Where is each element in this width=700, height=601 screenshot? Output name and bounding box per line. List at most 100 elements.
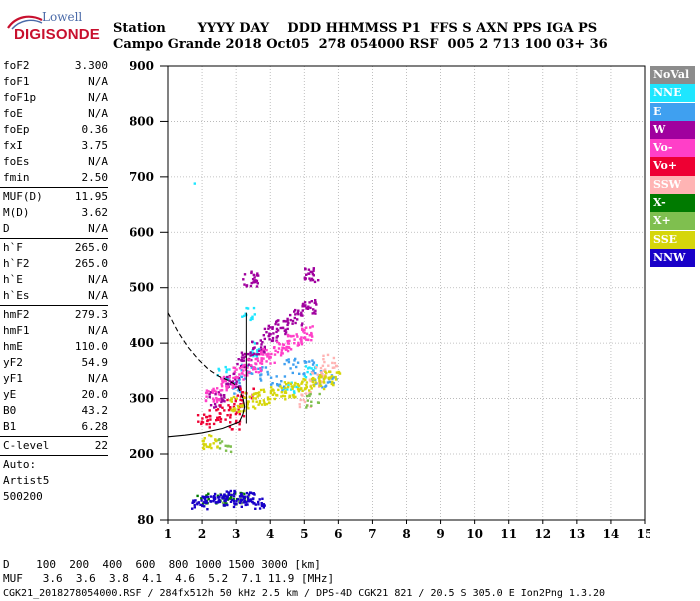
param-name: foF2 (3, 59, 30, 72)
echo-point-vo- (285, 345, 288, 349)
echo-point-vo- (238, 428, 241, 431)
echo-point-nne (292, 390, 296, 393)
x-tick-label: 4 (266, 527, 274, 541)
echo-point-vo- (231, 383, 234, 386)
echo-point-nnw (223, 504, 226, 507)
echo-point-vo- (222, 375, 226, 379)
echo-point-w (272, 332, 275, 335)
echo-point-nne (251, 349, 254, 352)
echo-point-w (242, 356, 245, 359)
echo-point-w (311, 278, 315, 282)
echo-point-vo- (216, 408, 220, 411)
echo-point-e (332, 382, 335, 385)
echo-point-ssw (321, 364, 325, 367)
echo-point-sse (236, 404, 240, 408)
echo-point-e (314, 372, 317, 375)
echo-point-sse (294, 395, 297, 399)
param-row: B0 43.2 (0, 403, 110, 419)
echo-point-nnw (261, 497, 264, 500)
echo-point-nnw (254, 507, 257, 510)
echo-point-vo- (235, 368, 238, 371)
autoscale-line2: Artist5 (3, 474, 50, 487)
echo-point-sse (279, 385, 282, 388)
x-tick-label: 13 (569, 527, 586, 541)
echo-point-vo- (231, 386, 234, 389)
echo-point-vo- (293, 338, 296, 341)
echo-point-x- (224, 444, 227, 447)
param-row: fxI 3.75 (0, 138, 110, 154)
echo-point-w (312, 274, 315, 277)
echo-point-ssw (298, 403, 301, 406)
echo-point-sse (265, 402, 269, 406)
echo-point-nnw (212, 495, 216, 498)
echo-point-w (297, 309, 300, 312)
echo-point-vo- (215, 398, 219, 402)
echo-point-w (276, 329, 280, 332)
ionogram-chart: 1 2 3 4 5 6 7 8 9 10 11 12 13 14 158020030040050060070… (130, 59, 650, 541)
echo-point-sse (270, 386, 273, 389)
echo-point-w (283, 329, 286, 333)
echo-point-vo- (302, 336, 306, 340)
echo-point-sse (314, 381, 317, 384)
echo-point-w (245, 285, 248, 288)
echo-point-w (287, 321, 290, 325)
echo-point-vo- (228, 375, 231, 379)
param-value: N/A (88, 222, 108, 235)
echo-point-e (296, 361, 300, 364)
echo-point-sse (303, 387, 307, 391)
echo-point-nnw (218, 498, 221, 501)
echo-point-vo- (238, 373, 241, 376)
echo-point-nnw (232, 505, 236, 509)
echo-point-vo- (238, 367, 242, 370)
echo-point-vo- (207, 390, 210, 393)
echo-point-w (257, 274, 260, 277)
echo-point-sse (289, 382, 293, 385)
echo-point-w (263, 347, 266, 351)
echo-point-w (300, 312, 303, 316)
echo-point-vo- (232, 366, 235, 369)
echo-point-w (296, 318, 299, 321)
param-name: M(D) (3, 206, 30, 219)
echo-point-w (261, 341, 264, 344)
echo-point-sse (243, 396, 246, 399)
echo-point-nne (304, 365, 308, 368)
echo-point-vo- (252, 366, 255, 369)
echo-point-sse (269, 391, 273, 395)
echo-point-w (263, 351, 266, 354)
echo-point-sse (267, 401, 271, 404)
echo-point-nne (253, 342, 257, 345)
echo-point-vo- (217, 418, 220, 421)
echo-point-vo- (212, 398, 216, 402)
echo-point-vo- (239, 403, 242, 406)
echo-point-nne (218, 369, 221, 372)
echo-point-w (256, 282, 259, 285)
param-name: foEs (3, 155, 30, 168)
echo-point-nne (228, 368, 231, 371)
param-value: N/A (88, 289, 108, 302)
echo-point-nnw (202, 496, 206, 499)
echo-point-w (263, 345, 266, 349)
echo-point-w (301, 314, 304, 317)
echo-point-nnw (242, 501, 245, 504)
echo-point-x- (310, 404, 313, 407)
echo-point-w (251, 353, 254, 356)
echo-point-sse (230, 400, 233, 403)
echo-point-vo- (278, 343, 281, 346)
echo-point-e (321, 386, 324, 389)
echo-point-vo- (260, 362, 264, 365)
echo-point-vo- (277, 347, 281, 350)
echo-point-vo- (200, 422, 203, 426)
echo-point-nne (227, 378, 230, 381)
echo-point-x- (218, 438, 221, 441)
echo-point-vo- (238, 423, 241, 426)
footer-file-info: CGK21_2018278054000.RSF / 284fx512h 50 k… (3, 588, 606, 599)
echo-point-w (306, 307, 310, 310)
echo-point-w (209, 391, 212, 394)
echo-point-w (256, 272, 259, 275)
echo-point-vo- (226, 398, 229, 402)
echo-point-w (251, 278, 255, 281)
echo-point-sse (324, 376, 327, 379)
echo-point-e (305, 360, 308, 364)
echo-point-vo- (226, 385, 230, 388)
param-group-virtual-heights: h`F 265.0 h`F2 265.0 h`E N/A h`Es N/A (0, 240, 110, 304)
